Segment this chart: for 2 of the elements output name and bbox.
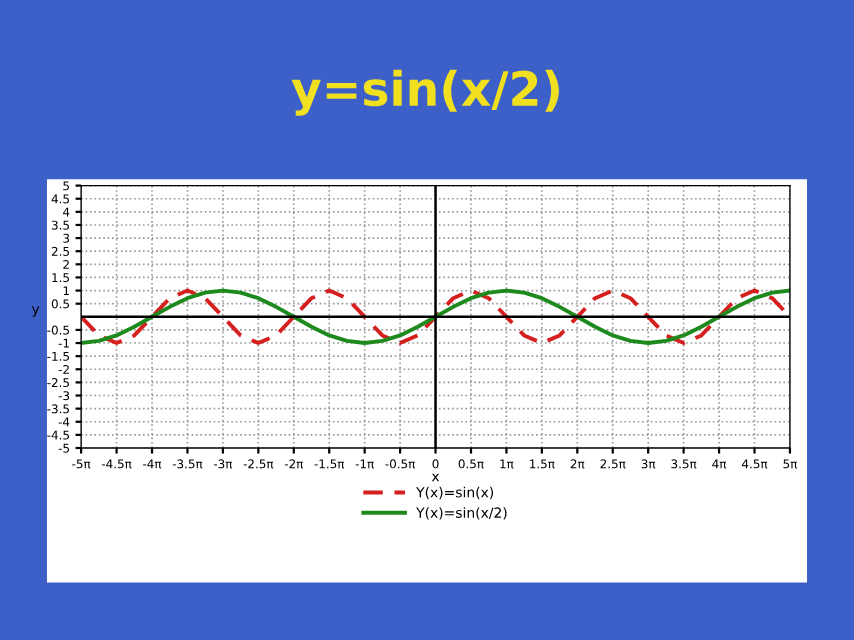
line-series <box>81 288 790 345</box>
chart-title: y=sin(x/2) <box>291 69 559 116</box>
